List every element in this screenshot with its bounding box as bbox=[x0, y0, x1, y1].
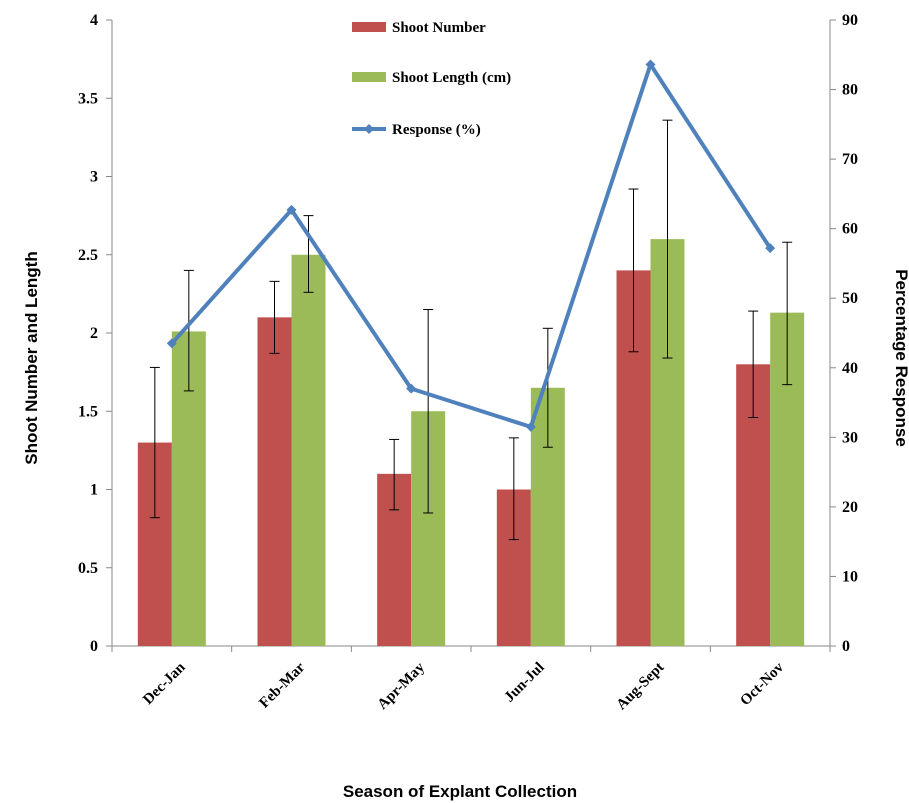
legend-label-0: Shoot Number bbox=[392, 20, 486, 36]
legend-label-2: Response (%) bbox=[392, 122, 481, 138]
right-tick-label: 60 bbox=[842, 221, 858, 238]
right-tick-label: 50 bbox=[842, 290, 858, 307]
left-tick-label: 3.5 bbox=[78, 90, 98, 107]
right-tick-label: 30 bbox=[842, 429, 858, 446]
right-tick-label: 80 bbox=[842, 82, 858, 99]
right-y-axis: 0 10 20 30 40 50 60 70 80 90 bbox=[830, 12, 858, 655]
response-point-4 bbox=[645, 59, 656, 70]
response-line-layer bbox=[166, 59, 776, 432]
category-label-3: Jun-Jul bbox=[502, 660, 548, 706]
response-point-1 bbox=[286, 204, 297, 215]
error-bars-layer bbox=[149, 119, 793, 541]
left-tick-label: 2 bbox=[90, 325, 98, 342]
left-tick-label: 0 bbox=[90, 638, 98, 655]
left-tick-label: 3 bbox=[90, 169, 98, 186]
category-label-1: Feb-Mar bbox=[256, 659, 308, 711]
category-label-5: Oct-Nov bbox=[737, 659, 787, 709]
category-label-2: Apr-May bbox=[375, 659, 429, 713]
left-tick-label: 1 bbox=[90, 482, 98, 499]
right-tick-label: 0 bbox=[842, 638, 850, 655]
y-axis-title: Shoot Number and Length bbox=[22, 251, 41, 464]
right-tick-label: 40 bbox=[842, 360, 858, 377]
left-tick-label: 4 bbox=[90, 12, 98, 29]
response-point-2 bbox=[406, 383, 417, 394]
left-tick-label: 1.5 bbox=[78, 403, 98, 420]
legend-swatch-1 bbox=[352, 72, 386, 82]
legend-marker-2 bbox=[364, 124, 374, 134]
right-tick-label: 70 bbox=[842, 151, 858, 168]
bar-shoot-length-cm-1 bbox=[291, 254, 326, 646]
left-tick-label: 0.5 bbox=[78, 560, 98, 577]
legend: Shoot Number Shoot Length (cm) Response (%… bbox=[352, 20, 511, 138]
bar-shoot-number-1 bbox=[257, 317, 292, 646]
response-line bbox=[170, 62, 772, 429]
category-label-0: Dec-Jan bbox=[140, 659, 189, 708]
legend-swatch-0 bbox=[352, 22, 386, 32]
category-labels: Dec-Jan Feb-Mar Apr-May Jun-Jul Aug-Sept Oct-… bbox=[140, 659, 787, 713]
y2-axis-title: Percentage Response bbox=[892, 269, 909, 447]
left-tick-label: 2.5 bbox=[78, 247, 98, 264]
category-label-4: Aug-Sept bbox=[614, 660, 668, 714]
right-tick-label: 90 bbox=[842, 12, 858, 29]
response-point-3 bbox=[525, 421, 536, 432]
response-point-5 bbox=[765, 243, 776, 254]
legend-label-1: Shoot Length (cm) bbox=[392, 70, 511, 86]
right-tick-label: 10 bbox=[842, 568, 858, 585]
left-y-axis: 0 0.5 1 1.5 2 2.5 3 3.5 4 bbox=[78, 12, 112, 655]
response-point-0 bbox=[166, 338, 177, 349]
right-tick-label: 20 bbox=[842, 499, 858, 516]
x-axis-title: Season of Explant Collection bbox=[343, 782, 577, 801]
bars-layer bbox=[137, 239, 805, 646]
